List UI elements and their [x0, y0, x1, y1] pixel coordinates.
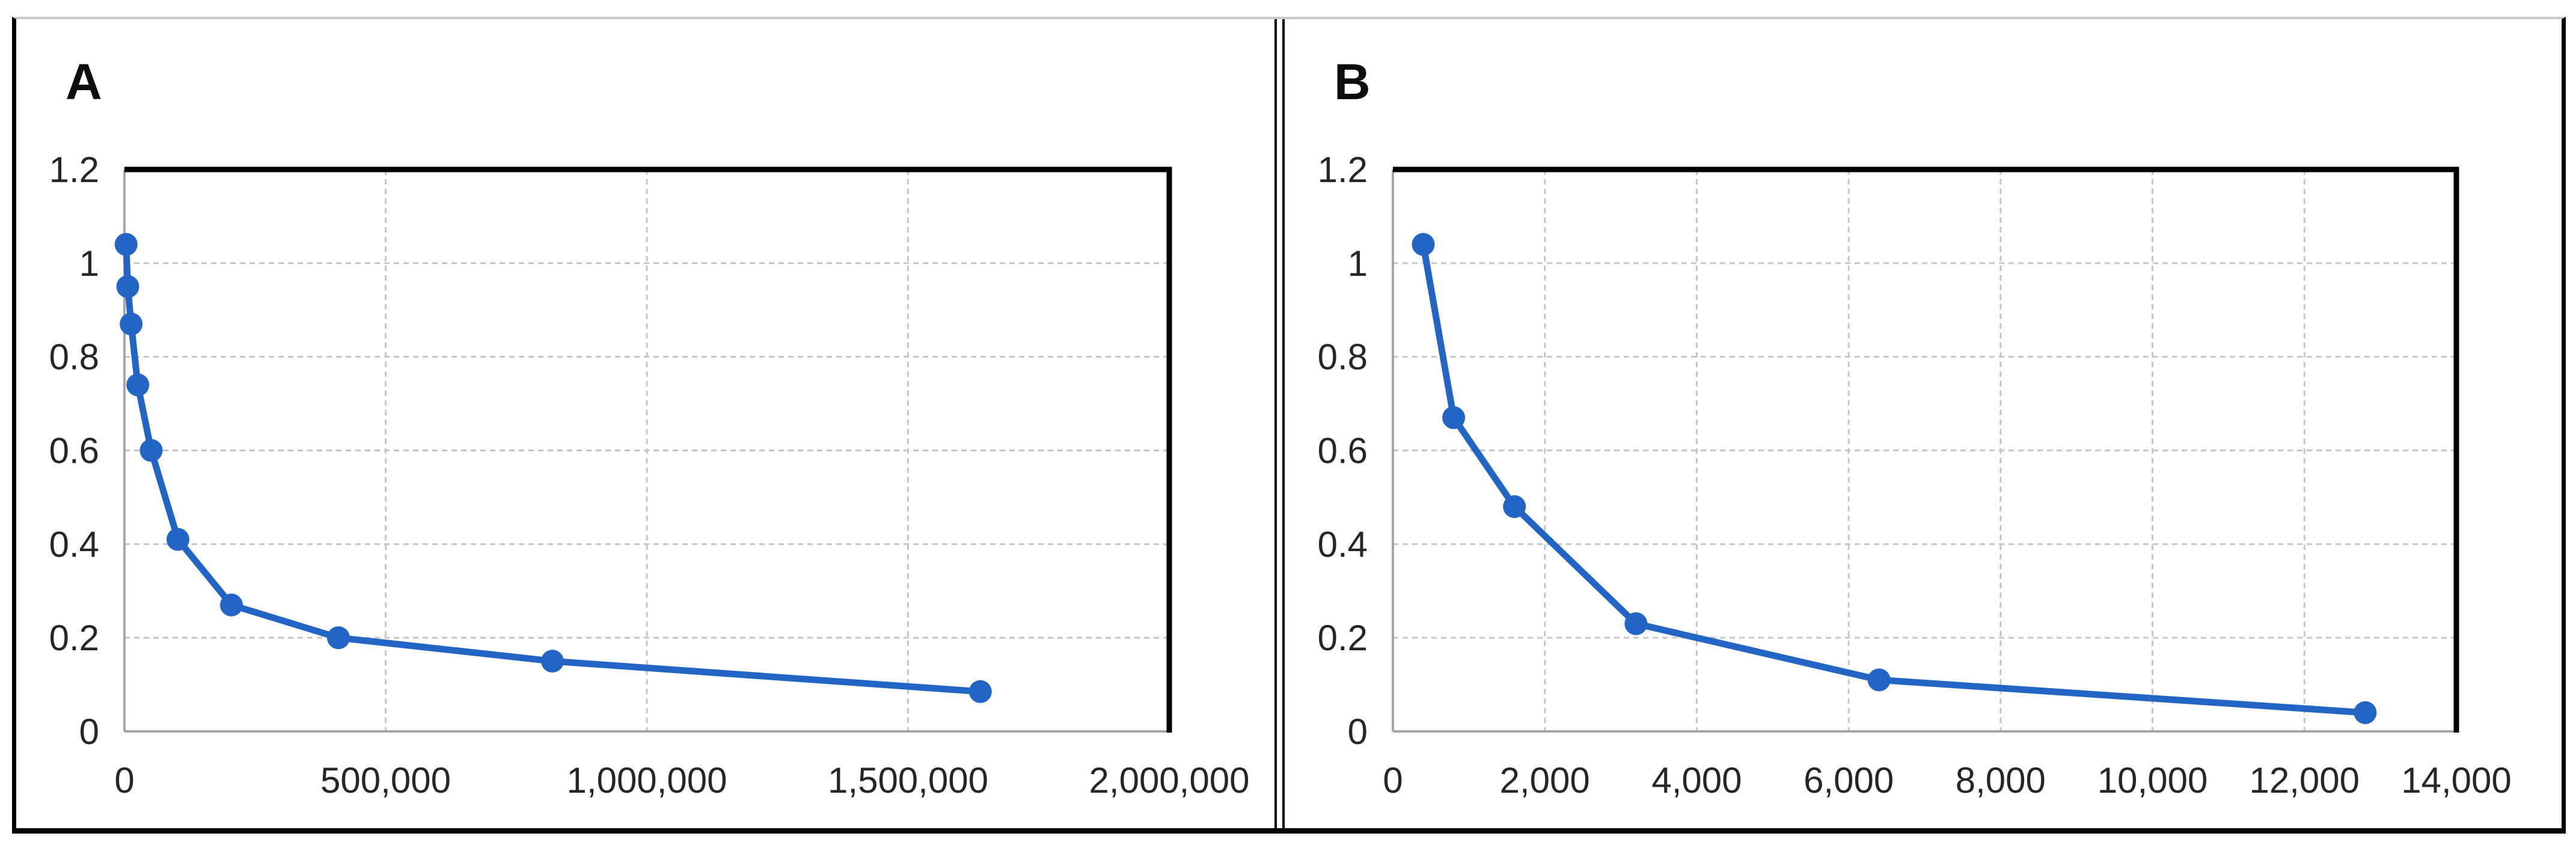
x-tick-label: 0: [1383, 760, 1403, 801]
x-tick-label: 1,000,000: [567, 760, 727, 801]
y-tick-label: 1.2: [49, 150, 99, 190]
data-point: [166, 528, 189, 551]
chart-a: 0 0.2 0.4 0.6 0.8 1 1.2 0 500,000 1,000,000 1,500,…: [49, 150, 1250, 801]
y-tick-label: 0.6: [49, 431, 99, 471]
panel-a-label: A: [66, 53, 102, 110]
data-point: [116, 275, 139, 298]
figure-border: 0 0.2 0.4 0.6 0.8 1 1.2 0 500,000 1,000,000 1,500,…: [12, 17, 2566, 834]
data-point: [126, 373, 150, 397]
y-tick-label: 0: [79, 712, 99, 752]
y-tick-label: 0.2: [1318, 618, 1368, 658]
data-line: [123, 241, 984, 695]
data-point: [1503, 495, 1526, 518]
panel-a: 0 0.2 0.4 0.6 0.8 1 1.2 0 500,000 1,000,000 1,500,…: [16, 19, 1274, 828]
plot-border: [1393, 166, 2459, 733]
x-tick-label: 8,000: [1956, 760, 2046, 801]
data-point: [114, 233, 138, 256]
x-tick-label: 2,000: [1500, 760, 1590, 801]
data-point: [1624, 612, 1648, 635]
x-tick-label: 500,000: [320, 760, 451, 801]
y-tick-label: 1: [79, 243, 99, 284]
x-tick-label: 6,000: [1804, 760, 1894, 801]
data-point: [326, 626, 350, 650]
data-point: [2354, 701, 2377, 724]
x-tick-label: 4,000: [1651, 760, 1742, 801]
y-tick-label: 0.4: [49, 524, 99, 564]
y-tick-label: 0.8: [49, 337, 99, 377]
data-line: [1420, 241, 2369, 716]
data-point: [1412, 233, 1435, 256]
data-point: [968, 680, 992, 703]
x-tick-label: 2,000,000: [1089, 760, 1250, 801]
y-tick-label: 0.2: [49, 618, 99, 658]
x-tick-label: 1,500,000: [828, 760, 988, 801]
data-point: [540, 650, 564, 673]
data-point: [1867, 668, 1891, 692]
x-tick-label: 14,000: [2401, 760, 2512, 801]
y-tick-label: 0.4: [1318, 524, 1368, 564]
data-point: [139, 439, 163, 462]
plot-border: [124, 166, 1172, 733]
panel-b-label: B: [1334, 53, 1371, 110]
chart-b: 0 0.2 0.4 0.6 0.8 1 1.2 0 2,000 4,000 6,000 8,000 10…: [1318, 150, 2512, 801]
data-point: [219, 593, 243, 617]
data-point: [120, 313, 143, 336]
y-tick-label: 0: [1348, 712, 1368, 752]
panel-b: 0 0.2 0.4 0.6 0.8 1 1.2 0 2,000 4,000 6,000 8,000 10…: [1285, 19, 2562, 828]
y-tick-label: 0.6: [1318, 431, 1368, 471]
panel-divider: [1274, 19, 1285, 828]
y-tick-label: 1.2: [1318, 150, 1368, 190]
x-tick-label: 10,000: [2097, 760, 2208, 801]
x-tick-label: 0: [114, 760, 134, 801]
y-tick-label: 0.8: [1318, 337, 1368, 377]
x-tick-label: 12,000: [2250, 760, 2360, 801]
data-point: [1442, 406, 1466, 429]
y-tick-label: 1: [1348, 243, 1368, 284]
